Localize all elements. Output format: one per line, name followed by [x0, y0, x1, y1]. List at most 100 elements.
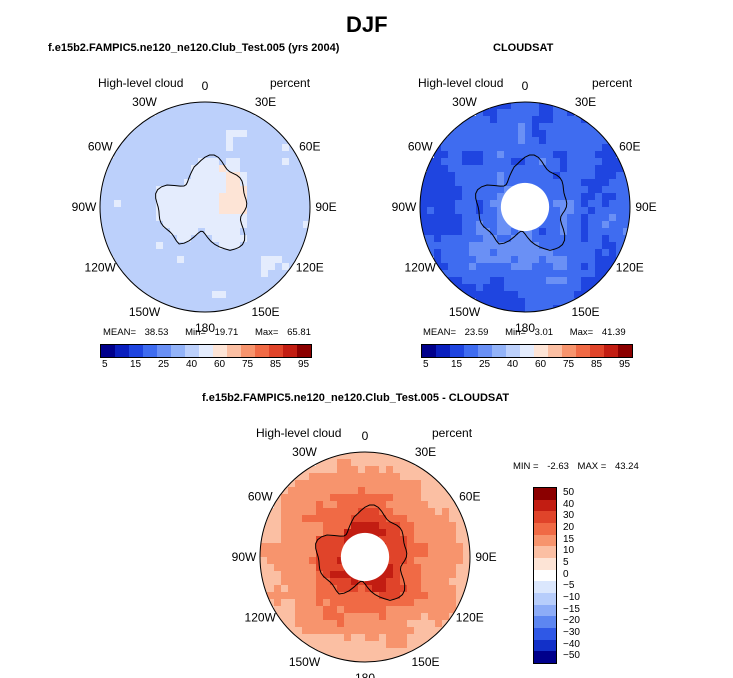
map-boundary	[419, 101, 631, 313]
lon-label: 60E	[619, 140, 640, 154]
stat-mean-value: 38.53	[144, 327, 169, 338]
stat-min-value: 3.01	[534, 327, 554, 338]
colorbar-cloudsat	[421, 344, 633, 358]
colorbar-swatch	[534, 651, 556, 664]
colorbar-swatch	[576, 345, 590, 357]
colorbar-swatch	[534, 523, 556, 535]
colorbar-tick-label: 75	[563, 359, 575, 370]
colorbar-swatch	[283, 345, 297, 357]
lon-label: 60W	[248, 490, 273, 504]
colorbar-swatch	[227, 345, 241, 357]
lon-label: 90E	[635, 200, 656, 214]
lon-label: 150W	[289, 655, 321, 669]
colorbar-swatch	[618, 345, 632, 357]
units-label-difference: percent	[432, 426, 473, 440]
colorbar-swatch	[450, 345, 464, 357]
polar-map-difference: 0 30E 60E 90E 120E 150E 180 150W 120W 90W 60W 30W	[232, 429, 497, 678]
lon-label: 60W	[88, 140, 113, 154]
coastline	[475, 154, 568, 251]
lon-label: 150E	[571, 305, 599, 319]
stat-min-label: Min=	[185, 327, 206, 338]
colorbar-tick-label: 95	[298, 359, 310, 370]
colorbar-tick-label: 25	[479, 359, 491, 370]
colorbar-tick-label: 50	[563, 486, 575, 498]
lon-label: 0	[522, 79, 529, 93]
colorbar-swatch	[520, 345, 534, 357]
variable-label-model: High-level cloud	[98, 76, 184, 90]
colorbar-swatch	[534, 593, 556, 605]
panel-title-cloudsat: CLOUDSAT	[493, 42, 554, 54]
lon-label: 150E	[411, 655, 439, 669]
colorbar-tick-label: 40	[563, 498, 575, 510]
colorbar-swatch	[590, 345, 604, 357]
colorbar-swatch	[534, 558, 556, 570]
colorbar-tick-label: 95	[619, 359, 631, 370]
lon-label: 90E	[315, 200, 336, 214]
stats-model: MEAN= 38.53 Min= 19.71 Max= 65.81	[103, 327, 311, 338]
colorbar-tick-label: 5	[423, 359, 429, 370]
colorbar-swatch	[297, 345, 311, 357]
lon-label: 30W	[292, 445, 317, 459]
stat-max-label: Max=	[569, 327, 594, 338]
colorbar-swatch	[534, 604, 556, 617]
variable-label-difference: High-level cloud	[256, 426, 342, 440]
colorbar-swatch	[534, 546, 556, 559]
colorbar-swatch	[534, 488, 556, 500]
colorbar-swatch	[534, 499, 556, 512]
lon-label: 0	[202, 79, 209, 93]
colorbar-tick-label: −50	[563, 650, 580, 662]
map-boundary	[99, 101, 311, 313]
colorbar-difference	[533, 487, 557, 664]
colorbar-tick-label: −30	[563, 626, 580, 638]
lon-label: 90E	[475, 550, 496, 564]
panel-title-difference: f.e15b2.FAMPIC5.ne120_ne120.Club_Test.00…	[202, 392, 510, 404]
lon-label: 30W	[452, 95, 477, 109]
colorbar-tick-label: 25	[158, 359, 170, 370]
coastline	[315, 504, 408, 601]
stats-difference: MIN = -2.63 MAX = 43.24	[513, 461, 639, 472]
colorbar-swatch	[478, 345, 492, 357]
colorbar-tick-label: 15	[563, 533, 575, 545]
colorbar-tick-label: −20	[563, 615, 580, 627]
colorbar-model	[100, 344, 312, 358]
colorbar-swatch	[534, 628, 556, 640]
lon-label: 30E	[575, 95, 596, 109]
lon-label: 150W	[449, 305, 481, 319]
colorbar-tick-label: 60	[535, 359, 547, 370]
colorbar-swatch	[534, 569, 556, 582]
map-boundary	[259, 451, 471, 663]
colorbar-tick-label: 85	[270, 359, 282, 370]
colorbar-swatch	[436, 345, 450, 357]
colorbar-tick-label: 60	[214, 359, 226, 370]
colorbar-swatch	[506, 345, 520, 357]
lon-label: 0	[362, 429, 369, 443]
coastline	[155, 154, 248, 251]
lon-label: 150W	[129, 305, 161, 319]
stat-max-label: MAX =	[577, 461, 607, 472]
colorbar-swatch	[534, 639, 556, 652]
colorbar-swatch	[492, 345, 506, 357]
colorbar-tick-label: −40	[563, 638, 580, 650]
lon-label: 120E	[296, 261, 324, 275]
colorbar-swatch	[199, 345, 213, 357]
colorbar-tick-label: −10	[563, 591, 580, 603]
colorbar-swatch	[185, 345, 199, 357]
colorbar-tick-label: 15	[451, 359, 463, 370]
colorbar-swatch	[269, 345, 283, 357]
colorbar-tick-label: 85	[591, 359, 603, 370]
colorbar-tick-label: 20	[563, 521, 575, 533]
lon-label: 120E	[456, 611, 484, 625]
lon-label: 180	[195, 321, 215, 335]
colorbar-tick-label: 10	[563, 545, 575, 557]
colorbar-swatch	[422, 345, 436, 357]
colorbar-tick-label: 5	[102, 359, 108, 370]
stat-min-value: -2.63	[547, 461, 569, 472]
colorbar-swatch	[534, 616, 556, 629]
colorbar-swatch	[241, 345, 255, 357]
variable-label-cloudsat: High-level cloud	[418, 76, 504, 90]
lon-label: 30E	[255, 95, 276, 109]
stat-mean-label: MEAN=	[103, 327, 136, 338]
colorbar-tick-label: 40	[186, 359, 198, 370]
colorbar-tick-label: −15	[563, 603, 580, 615]
lon-label: 120W	[85, 261, 117, 275]
